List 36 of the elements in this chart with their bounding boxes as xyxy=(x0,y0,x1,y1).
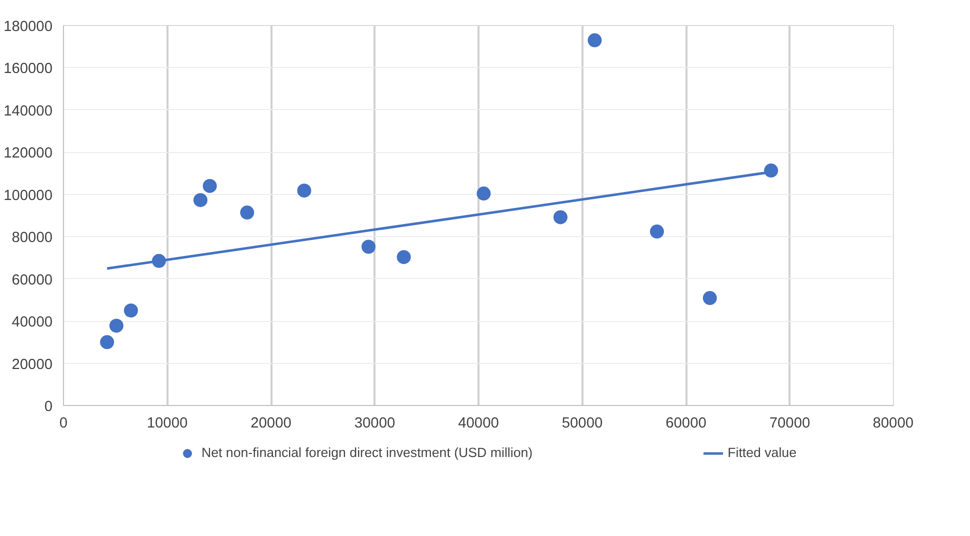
point xyxy=(650,224,664,239)
point xyxy=(396,250,411,264)
x-tick-label: 20000 xyxy=(250,416,292,432)
point xyxy=(240,206,254,220)
x-tick-label: 80000 xyxy=(872,416,914,432)
x-tick-label: 0 xyxy=(59,416,68,432)
x-tick-label: 30000 xyxy=(354,416,396,432)
y-tick-label: 180000 xyxy=(4,19,53,35)
x-tick-label: 50000 xyxy=(562,416,603,432)
point xyxy=(764,164,778,178)
x-tick-label: 40000 xyxy=(458,416,499,432)
y-tick-label: 20000 xyxy=(12,356,53,373)
point xyxy=(553,210,568,224)
point xyxy=(362,240,376,254)
y-tick-label: 40000 xyxy=(12,314,53,331)
y-tick-label: 140000 xyxy=(4,103,53,120)
y-tick-label: 100000 xyxy=(4,188,53,204)
point xyxy=(109,318,124,333)
point xyxy=(202,178,217,193)
legend-label: Fitted value xyxy=(728,445,797,460)
point xyxy=(297,184,312,198)
y-tick-label: 80000 xyxy=(12,230,53,246)
point xyxy=(100,335,114,350)
point xyxy=(124,304,138,318)
y-tick-label: 160000 xyxy=(4,61,53,78)
x-tick-label: 10000 xyxy=(146,416,188,432)
y-tick-label: 60000 xyxy=(12,272,53,288)
x-tick-label: 60000 xyxy=(666,416,706,432)
point xyxy=(193,193,208,208)
x-tick-label: 70000 xyxy=(769,416,810,432)
point xyxy=(476,186,491,201)
y-tick-label: 120000 xyxy=(4,146,53,162)
legend-label: Net non-financial foreign direct investment (USD million) xyxy=(201,445,533,460)
point xyxy=(588,33,602,48)
point xyxy=(702,291,717,306)
y-tick-label: 0 xyxy=(44,399,53,415)
